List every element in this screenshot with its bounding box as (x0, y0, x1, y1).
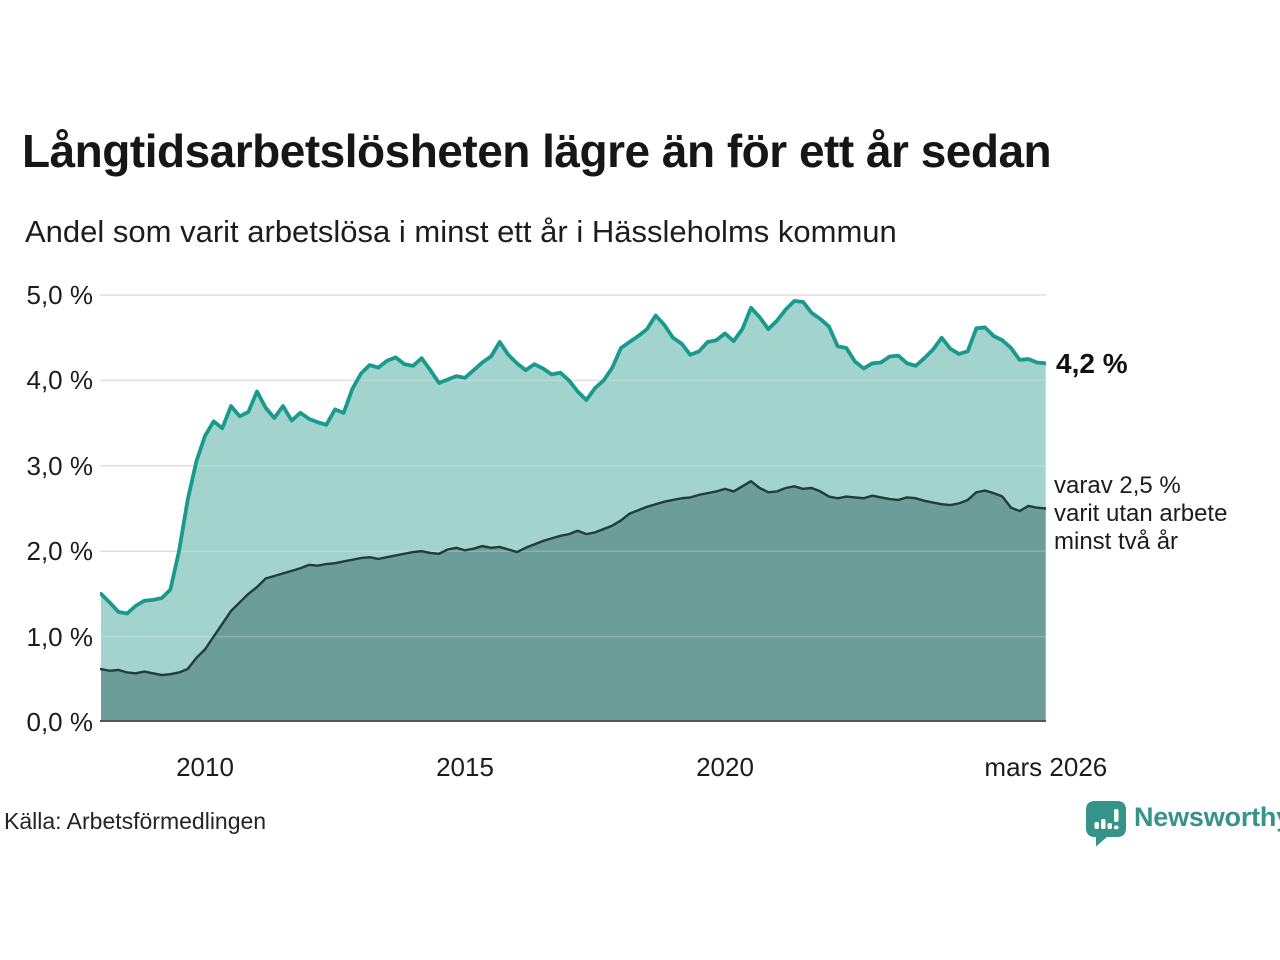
bar-icon-short (1107, 823, 1112, 829)
area-unemployed-two-years (101, 481, 1046, 722)
y-tick-label-0: 0,0 % (26, 707, 94, 737)
line-total-long-term-unemployed (100, 299, 1046, 616)
newsworthy-logo[interactable]: Newsworthy (1086, 800, 1280, 848)
page-title: Långtidsarbetslösheten lägre än för ett … (22, 125, 1052, 177)
x-tick-label-2015: 2015 (436, 752, 494, 782)
chart-subtitle: Andel som varit arbetslösa i minst ett å… (25, 214, 897, 249)
y-tick-label-2: 2,0 % (26, 536, 94, 567)
source-note: Källa: Arbetsförmedlingen (4, 808, 267, 834)
y-tick-label-1: 1,0 % (26, 621, 94, 652)
logo-wordmark: Newsworthy (1134, 802, 1280, 832)
bar-icon-medium (1101, 819, 1106, 829)
y-tick-label-3: 3,0 % (26, 450, 94, 481)
y-tick-label-4: 4,0 % (26, 365, 94, 396)
newsworthy-pin-icon (1086, 801, 1126, 847)
gridlines-overlay (100, 294, 1046, 638)
exclamation-bar-icon (1114, 809, 1119, 822)
end-value-label: 4,2 % (1056, 348, 1128, 379)
bar-icon-small (1094, 822, 1099, 829)
exclamation-dot-icon (1114, 825, 1119, 830)
y-tick-label-5: 5,0 % (26, 280, 94, 310)
area-chart-plot (100, 294, 1046, 722)
x-tick-label-2020: 2020 (696, 752, 754, 782)
line-unemployed-two-years (100, 479, 1046, 677)
two-year-annotation: varav 2,5 % varit utan arbete minst två … (1054, 472, 1228, 555)
x-tick-label-mars-2026: mars 2026 (984, 752, 1108, 782)
x-tick-label-2010: 2010 (176, 752, 234, 782)
